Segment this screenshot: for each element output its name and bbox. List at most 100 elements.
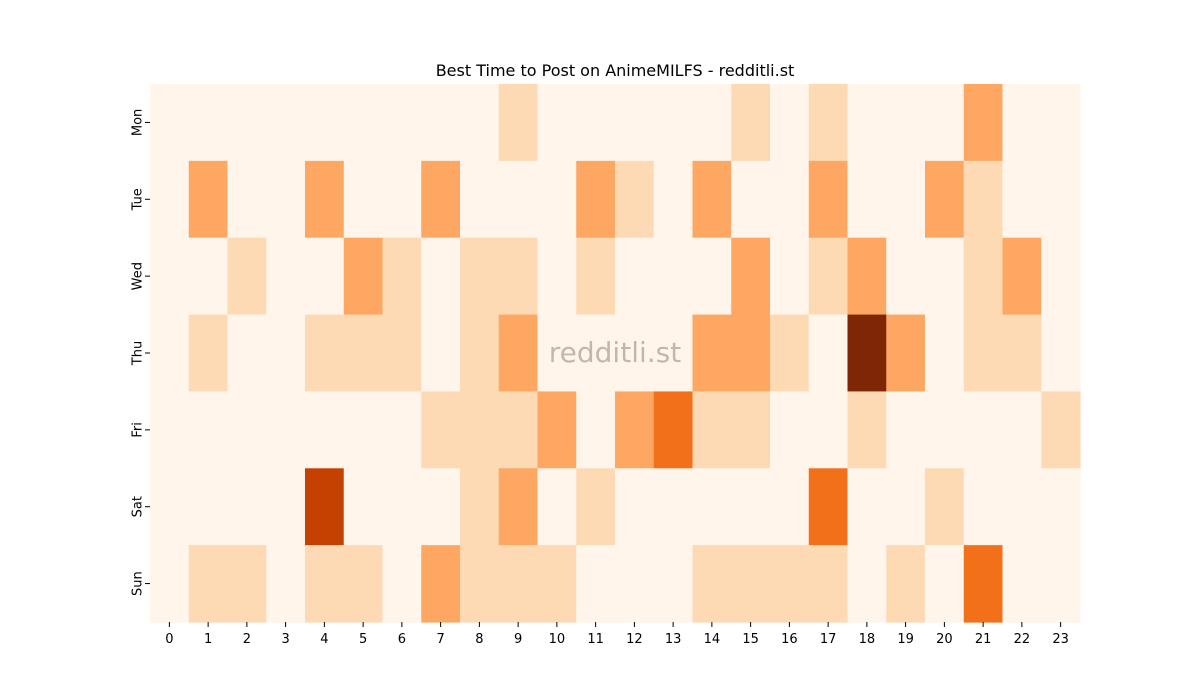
heatmap-cell-tue-16 xyxy=(770,160,810,239)
heatmap-cell-wed-15 xyxy=(731,237,771,316)
heatmap-cell-tue-10 xyxy=(537,160,577,239)
x-tick-label: 14 xyxy=(704,632,721,647)
heatmap-cell-wed-19 xyxy=(886,237,926,316)
heatmap-cell-sat-19 xyxy=(886,468,926,546)
x-tick-label: 11 xyxy=(587,632,604,647)
heatmap-cell-wed-14 xyxy=(692,237,732,316)
heatmap-cell-tue-22 xyxy=(1002,160,1042,239)
heatmap-cell-mon-10 xyxy=(537,84,577,162)
heatmap-cell-mon-1 xyxy=(188,84,229,162)
heatmap-cell-fri-4 xyxy=(305,391,345,469)
x-tick-label: 20 xyxy=(936,632,953,647)
y-tick-label: Sun xyxy=(131,571,146,596)
heatmap-cell-sat-15 xyxy=(731,468,771,546)
heatmap-cell-wed-18 xyxy=(847,237,887,316)
heatmap-cell-wed-17 xyxy=(808,237,849,316)
y-tick-label: Tue xyxy=(131,188,146,211)
heatmap-cell-mon-4 xyxy=(305,84,345,162)
heatmap-cell-sat-23 xyxy=(1041,468,1081,546)
heatmap-cell-mon-17 xyxy=(808,84,849,162)
heatmap-cell-thu-13 xyxy=(653,314,694,393)
heatmap-cell-wed-7 xyxy=(421,237,461,316)
heatmap-cell-fri-11 xyxy=(576,391,616,469)
heatmap-cell-wed-20 xyxy=(925,237,965,316)
heatmap-cell-thu-7 xyxy=(421,314,461,393)
heatmap-cell-fri-8 xyxy=(460,391,500,469)
x-tick-label: 10 xyxy=(549,632,566,647)
heatmap-cell-sun-3 xyxy=(266,545,306,623)
heatmap-cell-fri-0 xyxy=(150,391,190,469)
heatmap-cell-fri-20 xyxy=(925,391,965,469)
heatmap-cell-thu-5 xyxy=(343,314,384,393)
heatmap-cell-sun-21 xyxy=(963,545,1004,623)
heatmap-cell-tue-3 xyxy=(266,160,306,239)
heatmap-cell-thu-9 xyxy=(498,314,539,393)
heatmap-cell-tue-13 xyxy=(653,160,694,239)
heatmap-cell-mon-16 xyxy=(770,84,810,162)
heatmap-cell-mon-22 xyxy=(1002,84,1042,162)
heatmap-cell-sat-2 xyxy=(227,468,267,546)
x-tick-label: 22 xyxy=(1014,632,1031,647)
heatmap-cell-sun-14 xyxy=(692,545,732,623)
heatmap-cell-sun-13 xyxy=(653,545,694,623)
x-tick-label: 19 xyxy=(897,632,914,647)
heatmap-cell-mon-12 xyxy=(615,84,655,162)
x-tick-label: 16 xyxy=(781,632,798,647)
heatmap-cell-sat-13 xyxy=(653,468,694,546)
heatmap-cell-wed-6 xyxy=(382,237,422,316)
heatmap-cell-wed-21 xyxy=(963,237,1004,316)
heatmap-cell-sat-0 xyxy=(150,468,190,546)
heatmap-cell-fri-7 xyxy=(421,391,461,469)
y-tick-label: Mon xyxy=(131,109,146,136)
heatmap-cell-fri-19 xyxy=(886,391,926,469)
heatmap-cell-sun-16 xyxy=(770,545,810,623)
x-tick-label: 15 xyxy=(742,632,759,647)
heatmap-cell-sun-20 xyxy=(925,545,965,623)
heatmap-cell-mon-23 xyxy=(1041,84,1081,162)
heatmap-cell-sun-10 xyxy=(537,545,577,623)
heatmap-cell-fri-13 xyxy=(653,391,694,469)
heatmap-cell-sat-10 xyxy=(537,468,577,546)
heatmap-cell-thu-23 xyxy=(1041,314,1081,393)
heatmap-cell-wed-4 xyxy=(305,237,345,316)
heatmap-cell-sat-17 xyxy=(808,468,849,546)
heatmap-cell-tue-6 xyxy=(382,160,422,239)
heatmap-cell-sat-11 xyxy=(576,468,616,546)
heatmap-cell-wed-5 xyxy=(343,237,384,316)
heatmap-cell-mon-14 xyxy=(692,84,732,162)
heatmap-cell-mon-15 xyxy=(731,84,771,162)
heatmap-cell-sat-21 xyxy=(963,468,1004,546)
heatmap-cell-thu-15 xyxy=(731,314,771,393)
heatmap-cell-tue-14 xyxy=(692,160,732,239)
heatmap-cell-fri-5 xyxy=(343,391,384,469)
x-tick-label: 18 xyxy=(859,632,876,647)
heatmap-cell-wed-23 xyxy=(1041,237,1081,316)
x-tick-label: 0 xyxy=(165,632,173,647)
heatmap-cell-tue-7 xyxy=(421,160,461,239)
heatmap-cell-mon-0 xyxy=(150,84,190,162)
x-tick-label: 13 xyxy=(665,632,682,647)
heatmap-cell-sun-0 xyxy=(150,545,190,623)
y-tick-label: Sat xyxy=(131,496,146,517)
heatmap-cell-mon-5 xyxy=(343,84,384,162)
heatmap-cell-tue-12 xyxy=(615,160,655,239)
x-tick-label: 12 xyxy=(626,632,643,647)
x-tick-label: 21 xyxy=(975,632,992,647)
heatmap-cell-fri-12 xyxy=(615,391,655,469)
x-tick-label: 23 xyxy=(1052,632,1069,647)
heatmap-cell-sun-23 xyxy=(1041,545,1081,623)
heatmap-cell-thu-4 xyxy=(305,314,345,393)
heatmap-cell-tue-9 xyxy=(498,160,539,239)
heatmap-cell-tue-17 xyxy=(808,160,849,239)
heatmap-cell-wed-10 xyxy=(537,237,577,316)
heatmap-cell-sun-5 xyxy=(343,545,384,623)
heatmap-cell-thu-0 xyxy=(150,314,190,393)
heatmap-cell-sun-9 xyxy=(498,545,539,623)
heatmap-cell-wed-13 xyxy=(653,237,694,316)
heatmap-cell-tue-5 xyxy=(343,160,384,239)
x-tick-label: 4 xyxy=(320,632,328,647)
heatmap-cell-mon-8 xyxy=(460,84,500,162)
heatmap-cell-fri-15 xyxy=(731,391,771,469)
heatmap-cell-mon-21 xyxy=(963,84,1004,162)
heatmap-cell-thu-11 xyxy=(576,314,616,393)
